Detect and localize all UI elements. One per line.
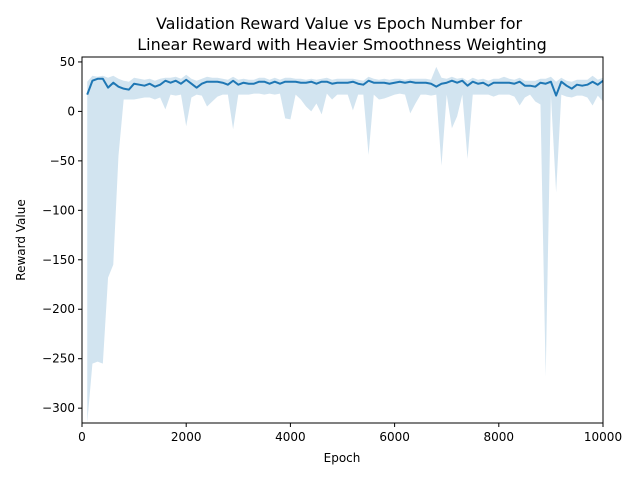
plot-area (86, 66, 604, 423)
y-axis-ticks: 50 0 −50 −100 −150 −200 −250 −300 (42, 55, 82, 415)
y-tick-label: −300 (42, 401, 75, 415)
x-tick-label: 2000 (171, 430, 202, 444)
confidence-band (87, 66, 603, 423)
x-tick-label: 0 (78, 430, 86, 444)
series-line (86, 77, 604, 97)
y-tick-label: 50 (60, 55, 75, 69)
x-tick-label: 4000 (275, 430, 306, 444)
y-tick-label: −50 (50, 154, 75, 168)
x-axis-ticks: 0 2000 4000 6000 8000 10000 (78, 423, 622, 444)
y-axis-label: Reward Value (14, 199, 28, 280)
x-tick-label: 10000 (584, 430, 622, 444)
chart-title-line1: Validation Reward Value vs Epoch Number … (156, 14, 523, 33)
y-tick-label: −200 (42, 302, 75, 316)
y-tick-label: −250 (42, 352, 75, 366)
axes-frame (81, 56, 604, 424)
x-axis-label: Epoch (324, 451, 361, 465)
y-tick-label: −150 (42, 253, 75, 267)
x-tick-label: 8000 (484, 430, 515, 444)
y-tick-label: −100 (42, 203, 75, 217)
x-tick-label: 6000 (379, 430, 410, 444)
chart-title-line2: Linear Reward with Heavier Smoothness We… (137, 35, 547, 54)
y-tick-label: 0 (67, 104, 75, 118)
